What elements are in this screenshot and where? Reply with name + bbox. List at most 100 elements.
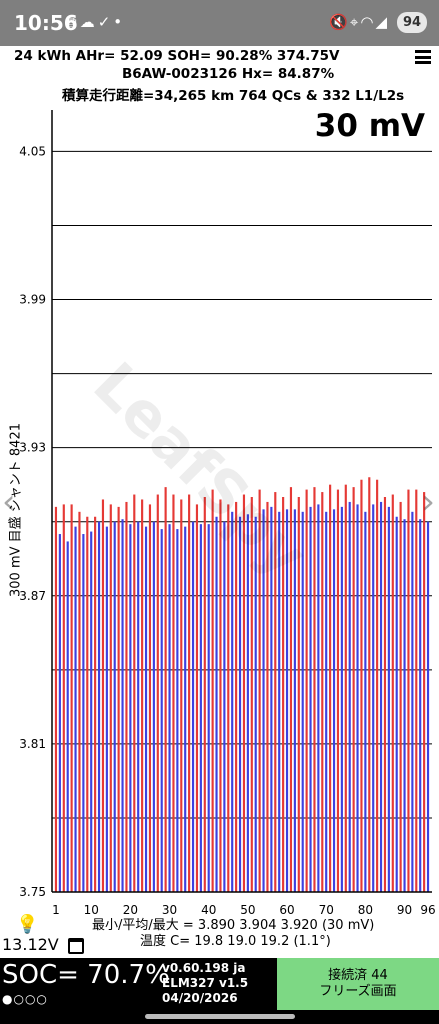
x-tick-label: 96	[420, 903, 435, 917]
cell-bar	[133, 494, 136, 892]
cell-bar	[195, 504, 199, 892]
status-right-icons: 🔇⌖◠◢	[329, 13, 389, 31]
scale-label[interactable]: 30 mV	[314, 108, 425, 144]
calendar-icon[interactable]	[68, 938, 84, 954]
x-tick-label: 10	[84, 903, 99, 917]
cell-bar	[246, 514, 249, 892]
cell-bar	[203, 497, 206, 892]
cell-bar	[238, 516, 242, 892]
menu-icon[interactable]	[415, 50, 431, 64]
cell-bar	[148, 504, 152, 892]
cell-bar	[219, 499, 222, 892]
status-bar: 10:56 ⧉☁✓• 🔇⌖◠◢ 94	[0, 0, 439, 46]
cell-bar	[90, 531, 93, 892]
cell-bar	[113, 521, 116, 892]
cell-bar	[152, 521, 155, 892]
cell-bar	[137, 521, 140, 892]
cell-bar	[235, 501, 238, 892]
cell-bar	[86, 516, 89, 892]
cell-bar	[66, 541, 69, 892]
cell-bar	[313, 487, 316, 892]
y-tick-label: 3.99	[19, 293, 46, 307]
x-tick-label: 80	[358, 903, 373, 917]
stats-voltage: 最小/平均/最大 = 3.890 3.904 3.920 (30 mV)	[92, 918, 375, 933]
cell-bar	[144, 526, 148, 892]
home-handle[interactable]	[145, 1014, 295, 1019]
cell-bar	[391, 494, 394, 892]
left-arrow-icon[interactable]: ‹	[2, 482, 16, 522]
cell-bar	[168, 524, 171, 892]
cell-bar	[329, 484, 332, 892]
cell-bar	[293, 509, 296, 892]
dot-icon: •	[113, 13, 126, 31]
cell-bar	[223, 521, 226, 892]
stats-temperature: 温度 C= 19.8 19.0 19.2 (1.1°)	[140, 934, 331, 949]
x-tick-label: 40	[201, 903, 216, 917]
right-arrow-icon[interactable]: ›	[421, 482, 435, 522]
soc-value: SOC= 70.7%	[2, 960, 170, 990]
cell-bar	[101, 499, 105, 892]
cell-bar	[289, 487, 293, 892]
soc-dots: ●○○○	[2, 992, 48, 1006]
cell-bar	[156, 494, 159, 892]
x-tick-label: 60	[279, 903, 294, 917]
cell-bar	[58, 534, 61, 892]
cell-bar	[325, 511, 328, 892]
battery-indicator: 94	[397, 12, 427, 33]
aux-voltage: 13.12V	[2, 935, 59, 954]
cell-bar	[199, 524, 202, 892]
cell-bar	[78, 511, 81, 892]
signal-icon: ◢	[375, 13, 389, 31]
cell-bar	[62, 504, 65, 892]
cell-bar	[399, 501, 402, 892]
bulb-icon[interactable]: 💡	[16, 914, 39, 935]
cell-bar	[356, 504, 359, 892]
freeze-label: フリーズ画面	[319, 984, 397, 999]
header-vin-info: B6AW-0023126 Hx= 84.87%	[122, 66, 335, 82]
cell-voltage-chart: 4.05 3.99 3.93 3.87 3.81 3.75 1 10 20 30 40 50 60 70 8…	[0, 102, 439, 932]
connection-freeze-button[interactable]: 接続済 44 フリーズ画面	[277, 958, 439, 1010]
x-tick-label: 90	[397, 903, 412, 917]
cell-bar	[372, 504, 375, 892]
cell-bar	[184, 526, 187, 892]
header: 24 kWh AHr= 52.09 SOH= 90.28% 374.75V B6…	[0, 46, 439, 104]
version-info: v0.60.198 ja ELM327 v1.5 04/20/2026	[162, 961, 248, 1006]
cell-bar	[297, 497, 300, 892]
footer: SOC= 70.7% ●○○○ v0.60.198 ja ELM327 v1.5…	[0, 958, 439, 1010]
cell-bar	[164, 487, 167, 892]
check-icon: ✓	[97, 13, 114, 31]
cell-bar	[352, 487, 355, 892]
y-tick-label: 3.93	[19, 441, 46, 455]
cell-bar	[70, 504, 73, 892]
cell-bar	[419, 519, 422, 892]
cell-bar	[415, 489, 418, 892]
cell-bar	[336, 489, 340, 892]
cell-bar	[348, 501, 351, 892]
cell-bar	[403, 519, 406, 892]
cell-bar	[215, 516, 218, 892]
y-tick-label: 3.75	[19, 885, 46, 899]
cell-bar	[121, 519, 124, 892]
cell-bar	[129, 524, 132, 892]
cell-bar	[82, 534, 85, 892]
cell-bar	[317, 504, 320, 892]
cell-bar	[188, 494, 191, 892]
cell-bar	[176, 529, 179, 892]
nav-bar	[0, 1010, 439, 1024]
adapter-version: ELM327 v1.5	[162, 976, 249, 990]
y-tick-label: 4.05	[19, 144, 46, 158]
weather-icon: ☁	[79, 13, 98, 31]
cell-bar	[270, 506, 273, 892]
cell-bar	[282, 497, 285, 892]
cell-bar	[191, 521, 195, 892]
x-tick-label: 30	[162, 903, 177, 917]
cell-bar	[285, 509, 289, 892]
screenshot-icon: ⧉	[66, 13, 80, 31]
cell-bar	[301, 511, 304, 892]
chart-svg: 4.05 3.99 3.93 3.87 3.81 3.75 1 10 20 30 40 50 60 70 8…	[19, 110, 436, 917]
cell-bar	[360, 479, 363, 892]
y-tick-label: 3.87	[19, 589, 46, 603]
cell-bar	[274, 492, 277, 892]
cell-bar	[423, 492, 426, 892]
cell-bar	[278, 511, 281, 892]
